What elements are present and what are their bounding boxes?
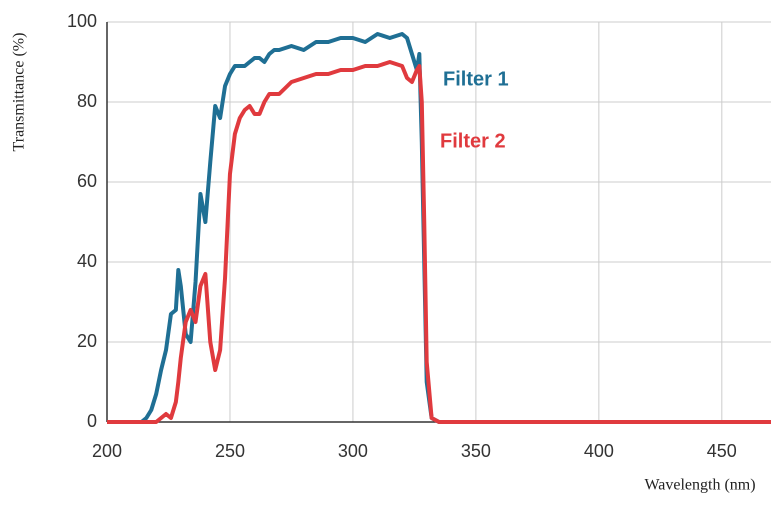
legend-label: Filter 2 bbox=[440, 130, 506, 152]
y-axis-title: Transmittance (%) bbox=[11, 33, 28, 152]
y-tick-label: 0 bbox=[87, 411, 97, 431]
legend-label: Filter 1 bbox=[443, 68, 509, 90]
y-tick-label: 80 bbox=[77, 91, 97, 111]
x-tick-label: 250 bbox=[215, 441, 245, 461]
y-tick-label: 20 bbox=[77, 331, 97, 351]
x-tick-label: 300 bbox=[338, 441, 368, 461]
y-tick-label: 40 bbox=[77, 251, 97, 271]
x-tick-label: 350 bbox=[461, 441, 491, 461]
x-tick-label: 450 bbox=[707, 441, 737, 461]
series-line bbox=[107, 60, 771, 424]
x-tick-label: 200 bbox=[92, 441, 122, 461]
x-tick-label: 400 bbox=[584, 441, 614, 461]
series-line bbox=[107, 32, 771, 424]
x-axis-title: Wavelength (nm) bbox=[644, 477, 755, 494]
y-tick-label: 100 bbox=[67, 11, 97, 31]
y-tick-label: 60 bbox=[77, 171, 97, 191]
